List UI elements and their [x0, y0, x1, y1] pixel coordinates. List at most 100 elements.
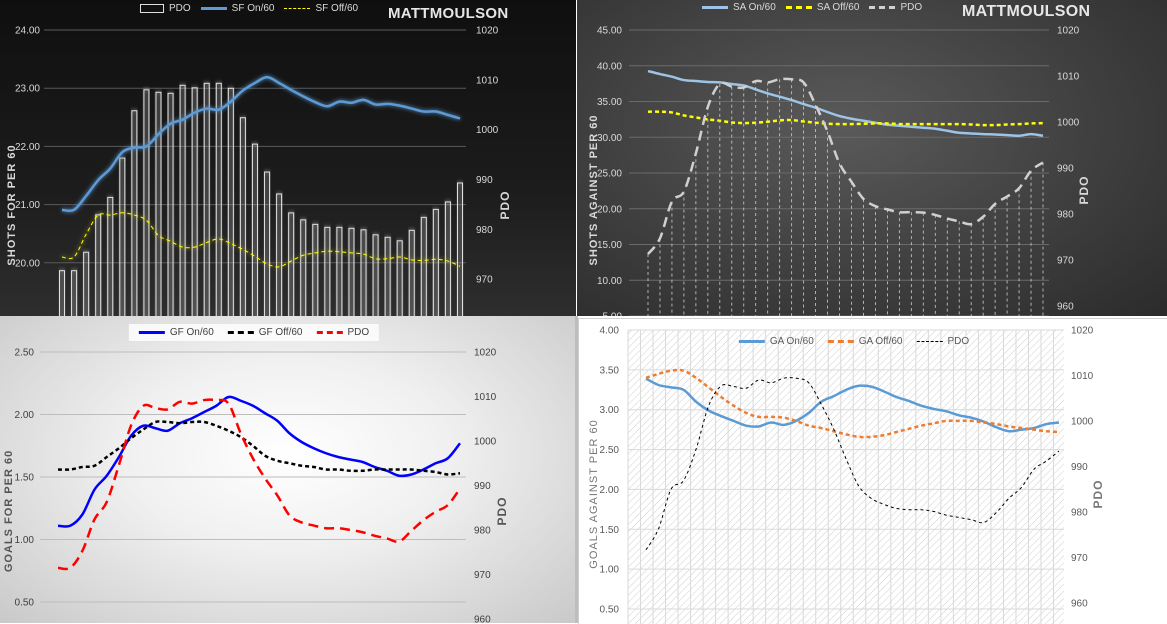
legend-item: GA On/60 — [739, 336, 814, 347]
y2-tick-label: 1020 — [474, 348, 497, 359]
y2-tick-label: 1010 — [1057, 72, 1080, 83]
legend-label: GF On/60 — [170, 327, 214, 338]
legend-label: PDO — [347, 327, 369, 338]
y-tick-label: 1.50 — [600, 525, 620, 536]
y2-tick-label: 1000 — [1057, 118, 1080, 129]
y-tick-label: 0.50 — [600, 605, 620, 616]
pdo-bar — [120, 158, 125, 316]
y-tick-label: 2.00 — [15, 410, 35, 421]
y2-tick-label: 970 — [1071, 553, 1088, 564]
legend-item: SA On/60 — [702, 2, 776, 13]
y2-tick-label: 1000 — [474, 437, 497, 448]
legend-swatch — [786, 6, 812, 9]
y2-tick-label: 1020 — [1057, 26, 1080, 37]
legend-item: PDO — [140, 3, 191, 14]
series-line — [62, 77, 460, 211]
legend-swatch — [828, 340, 854, 343]
legend: SA On/60 SA Off/60 PDO — [702, 2, 922, 13]
pdo-bar — [228, 88, 233, 316]
y-axis-title: GOALS AGAINST PER 60 — [588, 419, 600, 568]
y2-tick-label: 990 — [476, 175, 493, 186]
y2-tick-label: 980 — [476, 225, 493, 236]
pdo-bar — [301, 220, 306, 316]
pdo-bar — [252, 144, 257, 316]
pdo-bar — [409, 230, 414, 316]
legend-item: GA Off/60 — [828, 336, 903, 347]
y2-axis-title: PDO — [498, 190, 512, 219]
y-tick-label: 24.00 — [15, 26, 40, 37]
pdo-bar — [361, 230, 366, 316]
y-axis-title: SHOTS FOR PER 60 — [6, 144, 18, 265]
y2-tick-label: 970 — [474, 570, 491, 581]
y-tick-label: 1.00 — [15, 535, 35, 546]
legend: GA On/60 GA Off/60 PDO — [739, 336, 969, 347]
y-tick-label: 40.00 — [597, 61, 622, 72]
pdo-bar — [132, 111, 137, 316]
y-tick-label: 23.00 — [15, 84, 40, 95]
legend: PDO SF On/60 SF Off/60 — [140, 3, 358, 14]
pdo-bar — [204, 83, 209, 316]
y-tick-label: 3.50 — [600, 365, 620, 376]
pdo-bar — [277, 194, 282, 316]
legend-item: SF On/60 — [201, 3, 275, 14]
legend-label: SF Off/60 — [315, 3, 358, 14]
legend-label: SA Off/60 — [817, 2, 860, 13]
y2-tick-label: 980 — [1071, 508, 1088, 519]
y-tick-label: 45.00 — [597, 26, 622, 37]
pdo-bar — [325, 227, 330, 316]
y-tick-label: 35.00 — [597, 97, 622, 108]
legend-swatch — [228, 331, 254, 334]
legend-label: SA On/60 — [733, 2, 776, 13]
legend-swatch — [869, 6, 895, 9]
pdo-bar — [397, 241, 402, 316]
pdo-bar — [349, 228, 354, 316]
legend-label: GA On/60 — [770, 336, 814, 347]
chart-svg: 24.0023.0022.0021.0020.00102010101000990… — [0, 0, 576, 316]
y2-tick-label: 960 — [1057, 302, 1074, 313]
plot-area — [628, 330, 1064, 624]
legend-label: SF On/60 — [232, 3, 275, 14]
pdo-bar — [216, 83, 221, 316]
pdo-bar — [289, 213, 294, 316]
pdo-bar — [458, 183, 463, 316]
y-tick-label: 2.50 — [15, 348, 35, 359]
y-tick-label: 20.00 — [597, 204, 622, 215]
y2-tick-label: 990 — [474, 481, 491, 492]
legend-item: GF On/60 — [139, 327, 214, 338]
pdo-bar — [313, 224, 318, 316]
legend-item: PDO — [916, 336, 969, 347]
pdo-bar — [60, 271, 65, 316]
legend-swatch — [201, 7, 227, 10]
pdo-bar — [421, 217, 426, 316]
pdo-bar — [144, 90, 149, 316]
y2-axis-title: PDO — [495, 496, 509, 525]
y-axis-title: SHOTS AGAINST PER 60 — [588, 114, 600, 265]
series-sf-off-60 — [62, 213, 460, 267]
legend-item: PDO — [869, 2, 922, 13]
watermark: MATTMOULSON — [388, 5, 509, 22]
pdo-bar — [385, 237, 390, 316]
y2-tick-label: 1010 — [476, 75, 499, 86]
series-line — [58, 400, 460, 569]
y2-axis-title: PDO — [1077, 175, 1091, 204]
y2-tick-label: 990 — [1057, 164, 1074, 175]
y2-tick-label: 970 — [1057, 256, 1074, 267]
pdo-bar — [445, 202, 450, 316]
legend-label: PDO — [947, 336, 969, 347]
series-line — [62, 213, 460, 267]
y-tick-label: 25.00 — [597, 169, 622, 180]
series-gf-on-60 — [58, 397, 460, 527]
y-tick-label: 5.00 — [603, 312, 623, 317]
series-pdo — [60, 83, 463, 316]
y-tick-label: 21.00 — [15, 200, 40, 211]
pdo-bar — [265, 172, 270, 316]
y2-tick-label: 990 — [1071, 462, 1088, 473]
legend-swatch — [139, 331, 165, 334]
pdo-bar — [240, 118, 245, 316]
legend-item: SF Off/60 — [284, 3, 358, 14]
y-tick-label: 1.00 — [600, 565, 620, 576]
y-tick-label: 3.00 — [600, 405, 620, 416]
